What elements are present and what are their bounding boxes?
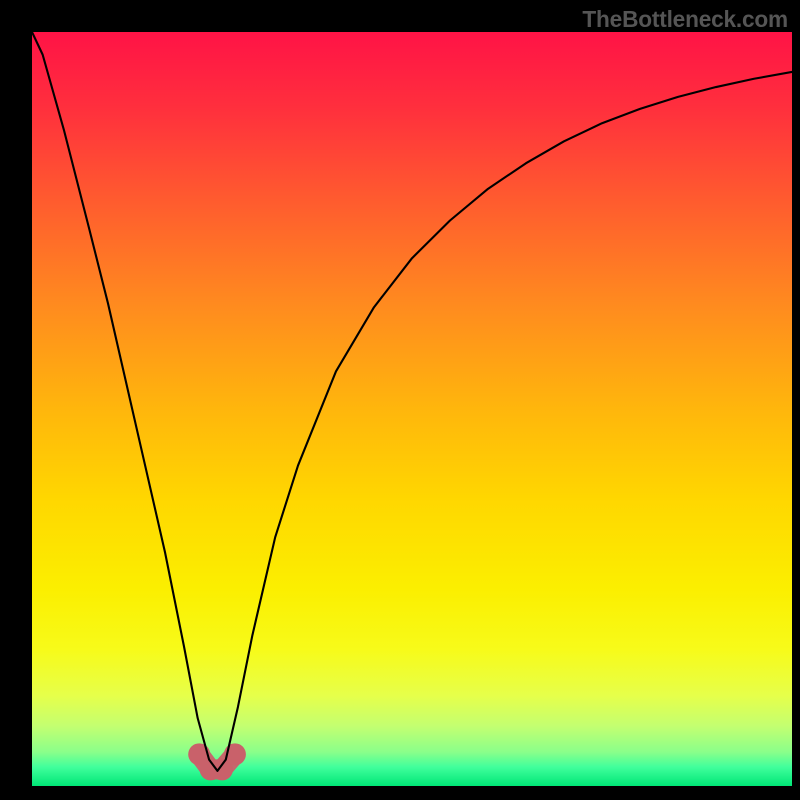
watermark-text: TheBottleneck.com (582, 6, 788, 33)
chart-svg (32, 32, 792, 786)
chart-frame: TheBottleneck.com (0, 0, 800, 800)
gradient-background (32, 32, 792, 786)
plot-area (32, 32, 792, 786)
